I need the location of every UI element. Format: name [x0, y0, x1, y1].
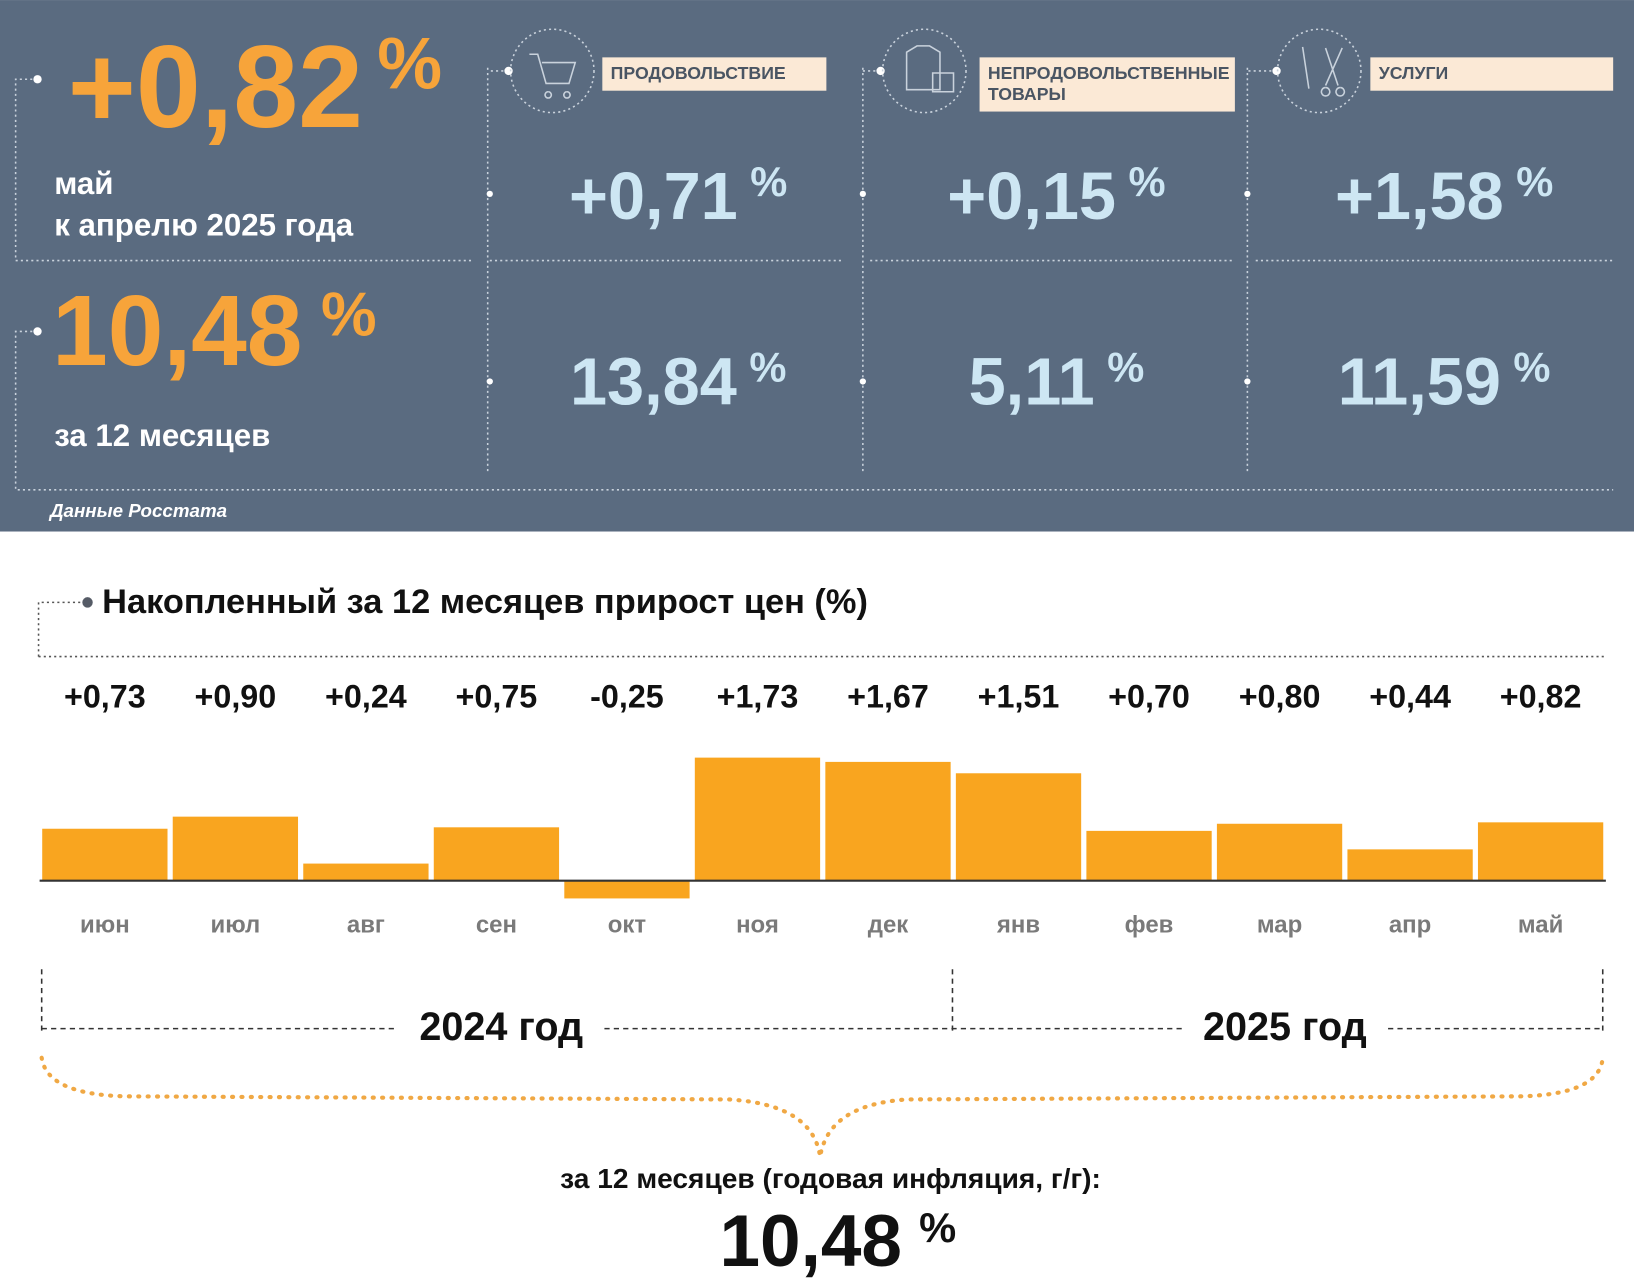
- bar: [955, 773, 1082, 881]
- group-title-box: [979, 57, 1235, 112]
- annual-unit: %: [321, 280, 377, 350]
- group-title-box: [602, 57, 827, 91]
- x-tick-label: июл: [210, 912, 260, 939]
- groups: ПРОДОВОЛЬСТВИЕ +0,71 % 13,84 % НЕПРОДОВОЛЬСТВ…: [569, 57, 1614, 419]
- value-label: +0,82: [1500, 679, 1582, 715]
- monthly-group-value: +0,15: [947, 160, 1116, 234]
- value-label: +0,73: [64, 679, 146, 715]
- bar: [303, 863, 429, 881]
- bar: [825, 761, 951, 881]
- year-label: 2025 год: [1203, 1005, 1367, 1049]
- monthly-group-value: +0,71: [569, 160, 738, 234]
- annual-group-value: 13,84: [570, 345, 737, 419]
- group-title: ПРОДОВОЛЬСТВИЕ: [611, 63, 786, 83]
- x-tick-label: окт: [608, 912, 647, 939]
- bar: [1216, 823, 1343, 881]
- bar: [694, 757, 821, 881]
- total-unit: %: [919, 1204, 956, 1251]
- x-tick-label: май: [1518, 912, 1563, 939]
- value-label: +1,51: [978, 679, 1060, 715]
- annual-label: за 12 месяцев: [54, 418, 270, 453]
- monthly-group-unit: %: [1516, 158, 1553, 205]
- annual-group-value: 11,59: [1338, 345, 1501, 419]
- value-label: +0,24: [325, 679, 407, 715]
- x-tick-label: мар: [1257, 912, 1302, 939]
- bar-chart: +0,73 июн +0,90 июл +0,24 авг +0,75 сен -0,25 окт…: [39, 679, 1606, 939]
- monthly-group-unit: %: [750, 158, 787, 205]
- bar: [42, 828, 168, 881]
- bar: [1477, 822, 1604, 881]
- annual-group-unit: %: [1107, 343, 1144, 390]
- monthly-value: +0,82: [68, 21, 363, 152]
- x-tick-label: авг: [347, 912, 385, 939]
- year-label: 2024 год: [419, 1005, 583, 1049]
- x-tick-label: апр: [1389, 912, 1431, 939]
- group-title: НЕПРОДОВОЛЬСТВЕННЫЕ: [988, 63, 1230, 83]
- group-title: УСЛУГИ: [1379, 63, 1449, 83]
- annual-value: 10,48: [52, 275, 302, 387]
- x-tick-label: сен: [476, 912, 517, 939]
- value-label: +1,73: [717, 679, 799, 715]
- value-label: +0,70: [1108, 679, 1190, 715]
- group-title: ТОВАРЫ: [988, 84, 1066, 104]
- monthly-label: к апрелю 2025 года: [54, 208, 354, 243]
- annual-group-value: 5,11: [969, 345, 1095, 419]
- chart-frame: [37, 597, 1605, 1158]
- value-label: +1,67: [847, 679, 929, 715]
- monthly-unit: %: [377, 24, 442, 105]
- x-tick-label: ноя: [736, 912, 779, 939]
- total-value: 10,48: [719, 1201, 902, 1282]
- bar: [1347, 849, 1473, 881]
- monthly-label: май: [54, 166, 113, 201]
- x-tick-label: фев: [1125, 912, 1174, 939]
- value-label: -0,25: [590, 679, 664, 715]
- value-label: +0,90: [195, 679, 277, 715]
- annual-group-unit: %: [1513, 343, 1550, 390]
- bar: [564, 880, 690, 899]
- bar: [172, 816, 299, 881]
- value-label: +0,75: [456, 679, 538, 715]
- x-tick-label: янв: [996, 912, 1040, 939]
- x-tick-label: дек: [868, 912, 909, 939]
- bar: [1086, 830, 1212, 881]
- bar: [433, 827, 560, 881]
- annual-group-unit: %: [749, 343, 786, 390]
- chart-title: Накопленный за 12 месяцев прирост цен (%…: [102, 583, 868, 621]
- source: Данные Росстата: [48, 500, 227, 521]
- monthly-group-unit: %: [1129, 158, 1166, 205]
- group-icons: [509, 28, 1362, 114]
- x-tick-label: июн: [80, 912, 130, 939]
- value-label: +0,80: [1239, 679, 1321, 715]
- value-label: +0,44: [1369, 679, 1451, 715]
- group-title-box: [1370, 57, 1614, 91]
- monthly-group-value: +1,58: [1335, 160, 1504, 234]
- total-caption: за 12 месяцев (годовая инфляция, г/г):: [560, 1163, 1101, 1194]
